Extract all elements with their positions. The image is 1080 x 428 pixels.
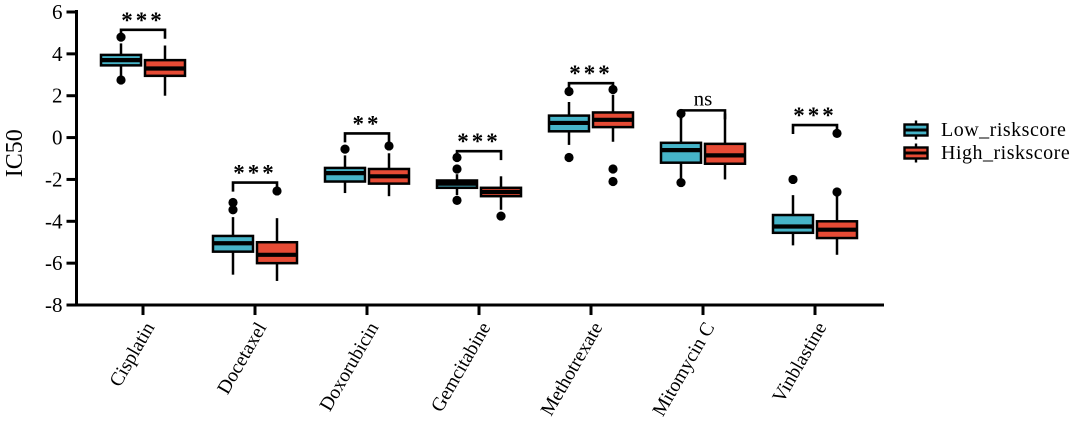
outlier-point — [116, 75, 126, 85]
significance-label: *** — [457, 129, 501, 154]
significance-label: *** — [793, 103, 837, 128]
box-group-low_riskscore-mitomycin-c — [659, 108, 703, 188]
significance-label: ** — [353, 111, 382, 136]
significance-label: *** — [233, 161, 277, 186]
box-group-low_riskscore-docetaxel — [211, 197, 255, 275]
significance-label: ns — [694, 86, 713, 110]
significance-bracket — [791, 123, 839, 135]
significance-bracket — [679, 109, 727, 120]
low-riskscore-boxplot-icon — [903, 120, 929, 140]
box-group-high_riskscore-gemcitabine — [479, 176, 523, 221]
outlier-point — [788, 174, 798, 185]
y-tick-label: -2 — [45, 167, 63, 191]
box-group-low_riskscore-cisplatin — [99, 32, 143, 85]
outlier-point — [832, 187, 842, 197]
box-group-low_riskscore-methotrexate — [547, 86, 591, 163]
outlier-point — [452, 195, 462, 205]
x-category-label: Mitomycin C — [649, 319, 719, 420]
box-group-high_riskscore-methotrexate — [591, 84, 635, 187]
y-tick-label: -8 — [45, 293, 63, 317]
significance-bracket — [231, 181, 279, 192]
legend: Low_riskscore High_riskscore — [901, 119, 1070, 164]
significance-bracket — [119, 28, 167, 39]
significance-bracket — [343, 132, 391, 143]
significance-label: *** — [569, 61, 613, 86]
outlier-point — [496, 211, 506, 221]
legend-label-low-riskscore: Low_riskscore — [941, 118, 1067, 141]
significance-bracket — [455, 149, 503, 161]
outlier-point — [228, 197, 238, 208]
legend-label-high-riskscore: High_riskscore — [941, 141, 1071, 164]
y-tick-label: 0 — [52, 126, 63, 150]
x-category-label: Doxorubicin — [316, 319, 384, 415]
x-category-label: Methotrexate — [537, 319, 607, 420]
box-group-low_riskscore-gemcitabine — [435, 152, 479, 205]
significance-bracket — [567, 81, 615, 93]
box-group-low_riskscore-doxorubicin — [323, 144, 367, 194]
outlier-point — [608, 164, 618, 174]
outlier-point — [452, 164, 462, 174]
box-group-high_riskscore-mitomycin-c — [703, 113, 747, 180]
x-category-label: Gemcitabine — [427, 319, 495, 416]
x-category-label: Docetaxel — [214, 319, 272, 398]
legend-item-low-riskscore: Low_riskscore — [901, 119, 1070, 141]
outlier-point — [384, 141, 394, 151]
legend-item-high-riskscore: High_riskscore — [901, 142, 1070, 164]
iqr-box — [659, 141, 703, 164]
y-tick-label: 2 — [52, 84, 63, 108]
significance-label: *** — [121, 8, 165, 33]
y-tick-label: 6 — [52, 0, 63, 24]
y-axis-title: IC50 — [2, 129, 28, 177]
y-tick-label: -6 — [45, 251, 63, 275]
y-tick-label: -4 — [45, 209, 63, 233]
box-group-high_riskscore-docetaxel — [255, 186, 299, 281]
high-riskscore-boxplot-icon — [903, 143, 929, 163]
outlier-point — [608, 176, 618, 187]
outlier-point — [228, 205, 238, 215]
x-category-label: Cisplatin — [106, 319, 160, 391]
y-tick-label: 4 — [52, 42, 63, 66]
x-category-label: Vinblastine — [769, 319, 832, 406]
box-group-low_riskscore-vinblastine — [771, 174, 815, 246]
box-group-high_riskscore-cisplatin — [143, 45, 187, 96]
iqr-box — [771, 213, 815, 235]
box-group-high_riskscore-doxorubicin — [367, 141, 411, 197]
box-group-high_riskscore-vinblastine — [815, 128, 859, 255]
outlier-point — [676, 177, 686, 188]
outlier-point — [564, 152, 574, 163]
outlier-point — [340, 144, 350, 154]
